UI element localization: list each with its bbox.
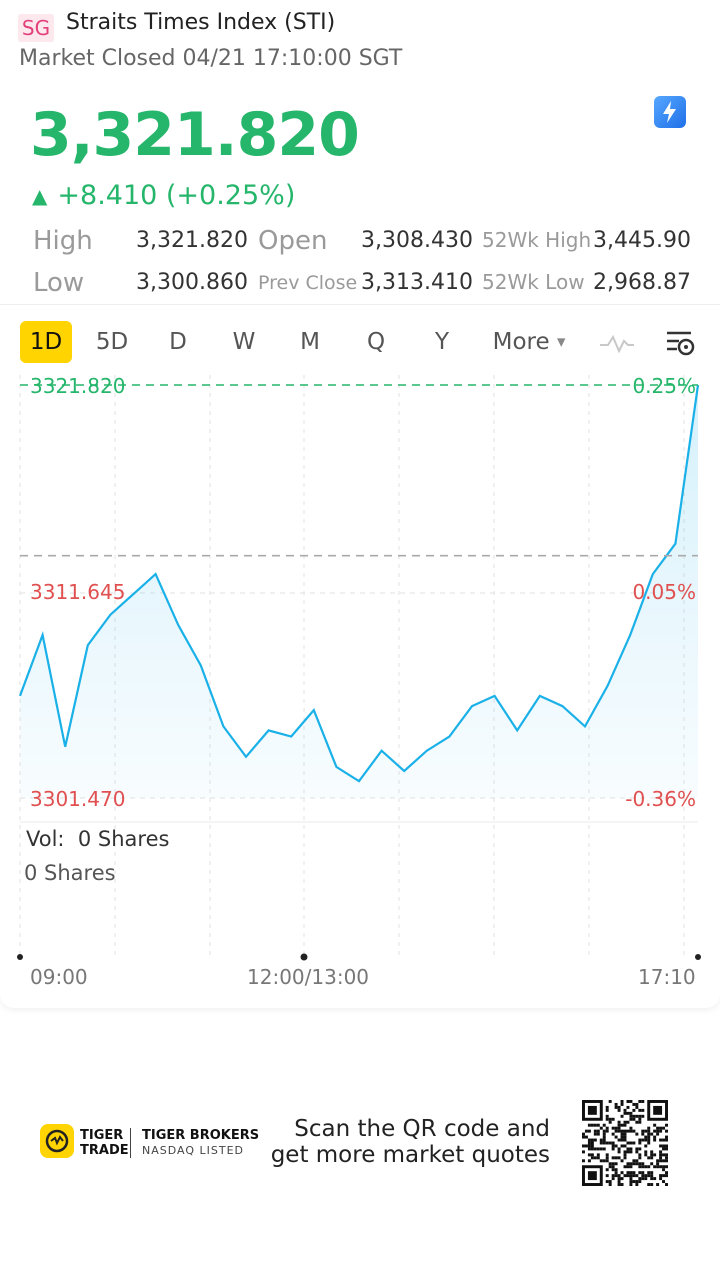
country-badge: SG bbox=[18, 14, 54, 42]
time-start-label: 09:00 bbox=[30, 965, 88, 989]
qr-code-icon[interactable] bbox=[582, 1100, 668, 1186]
brand-line2: TRADE bbox=[80, 1143, 129, 1158]
pct-bottom-label: -0.36% bbox=[625, 787, 696, 811]
brand-divider bbox=[130, 1128, 131, 1158]
brand-name: TIGER BROKERS bbox=[142, 1128, 260, 1143]
pulse-icon[interactable] bbox=[598, 329, 636, 357]
tiger-logo-icon bbox=[40, 1124, 74, 1158]
pct-mid-label: 0.05% bbox=[632, 580, 696, 604]
price-line bbox=[18, 384, 700, 783]
share-footer: TIGER TRADE TIGER BROKERS NASDAQ LISTED … bbox=[0, 1090, 720, 1190]
change-value: +8.410 (+0.25%) bbox=[57, 180, 296, 211]
time-mid-label: 12:00/13:00 bbox=[247, 965, 370, 989]
wk52-high-value: 3,445.90 bbox=[593, 228, 691, 253]
brand-line1: TIGER bbox=[80, 1128, 124, 1143]
y-top-label: 3321.820 bbox=[30, 374, 125, 398]
tab-y[interactable]: Y bbox=[434, 329, 450, 355]
tab-more-label: More bbox=[492, 329, 550, 355]
brand-tiger-trade: TIGER TRADE bbox=[80, 1128, 129, 1158]
high-label: High bbox=[33, 226, 93, 256]
vol-title: Vol: bbox=[26, 827, 65, 851]
tab-m[interactable]: M bbox=[300, 329, 320, 355]
tab-more[interactable]: More ▼ bbox=[488, 321, 570, 363]
tab-5d[interactable]: 5D bbox=[95, 329, 129, 355]
lightning-icon[interactable] bbox=[654, 96, 686, 128]
tab-q[interactable]: Q bbox=[366, 329, 386, 355]
tab-w[interactable]: W bbox=[232, 329, 256, 355]
scan-instructions: Scan the QR code and get more market quo… bbox=[270, 1116, 550, 1168]
prev-close-value: 3,313.410 bbox=[361, 270, 473, 295]
wk52-low-value: 2,968.87 bbox=[593, 270, 691, 295]
caret-down-icon: ▼ bbox=[556, 335, 566, 349]
axis-dot-start bbox=[17, 954, 23, 960]
wk52-high-label: 52Wk High bbox=[482, 228, 592, 252]
index-title: Straits Times Index (STI) bbox=[66, 10, 336, 35]
prev-close-label: Prev Close bbox=[258, 272, 358, 294]
last-price: 3,321.820 bbox=[30, 100, 360, 170]
market-status: Market Closed 04/21 17:10:00 SGT bbox=[19, 46, 403, 71]
brand-sub: NASDAQ LISTED bbox=[142, 1144, 244, 1157]
period-tabs: 1D 5D D W M Q Y More ▼ bbox=[0, 321, 720, 365]
price-chart[interactable]: 3321.820 3311.645 3301.470 0.25% 0.05% -… bbox=[0, 305, 720, 1009]
high-value: 3,321.820 bbox=[136, 228, 248, 253]
quote-stats: High 3,321.820 Open 3,308.430 52Wk High … bbox=[0, 224, 720, 302]
price-change: ▲ +8.410 (+0.25%) bbox=[32, 180, 295, 211]
quote-header: SG Straits Times Index (STI) Market Clos… bbox=[0, 0, 720, 80]
tab-1d[interactable]: 1D bbox=[20, 321, 72, 363]
axis-dot-mid bbox=[300, 953, 308, 961]
y-mid-label: 3311.645 bbox=[30, 580, 125, 604]
low-value: 3,300.860 bbox=[136, 270, 248, 295]
wk52-low-label: 52Wk Low bbox=[482, 270, 585, 294]
axis-dot-end bbox=[695, 954, 701, 960]
chart-settings-icon[interactable] bbox=[664, 327, 698, 359]
volume-label: Vol: 0 Shares bbox=[26, 827, 169, 851]
tab-d[interactable]: D bbox=[169, 329, 187, 355]
price-area bbox=[20, 385, 698, 798]
open-label: Open bbox=[258, 226, 328, 256]
chart-card: 1D 5D D W M Q Y More ▼ bbox=[0, 304, 720, 1008]
pct-top-label: 0.25% bbox=[632, 374, 696, 398]
low-label: Low bbox=[33, 268, 85, 298]
scan-line2: get more market quotes bbox=[270, 1142, 550, 1168]
y-bottom-label: 3301.470 bbox=[30, 787, 125, 811]
time-end-label: 17:10 bbox=[638, 965, 696, 989]
vol-value: 0 Shares bbox=[77, 827, 170, 851]
scan-line1: Scan the QR code and bbox=[294, 1116, 550, 1142]
open-value: 3,308.430 bbox=[361, 228, 473, 253]
volume-axis-value: 0 Shares bbox=[24, 861, 116, 885]
up-arrow-icon: ▲ bbox=[32, 183, 48, 208]
